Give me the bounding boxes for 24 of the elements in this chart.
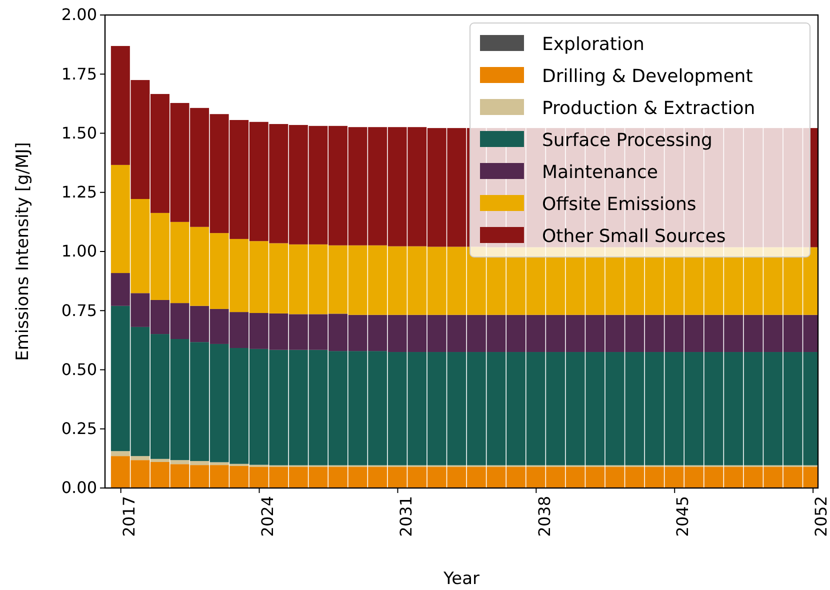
- y-tick-label: 1.00: [61, 242, 97, 261]
- y-tick-label: 1.75: [61, 64, 97, 84]
- legend-label: Other Small Sources: [542, 226, 726, 247]
- x-tick-label: 2045: [673, 496, 692, 537]
- y-tick-label: 0.00: [61, 478, 97, 498]
- legend-label: Exploration: [542, 34, 644, 55]
- x-tick-label: 2031: [396, 496, 416, 537]
- legend-label: Production & Extraction: [542, 98, 756, 119]
- legend-label: Maintenance: [542, 162, 658, 183]
- x-tick-label: 2052: [812, 496, 830, 537]
- legend-label: Offsite Emissions: [542, 194, 696, 215]
- y-tick-label: 1.25: [61, 182, 97, 202]
- y-axis-title: Emissions Intensity [g/MJ]: [13, 142, 33, 361]
- y-tick-label: 0.50: [61, 360, 97, 379]
- x-tick-label: 2024: [258, 496, 277, 537]
- y-tick-label: 1.50: [61, 123, 97, 142]
- x-tick-label: 2017: [119, 496, 138, 537]
- y-tick-label: 0.25: [61, 418, 97, 438]
- x-axis-title: Year: [442, 569, 480, 589]
- y-tick-label: 2.00: [61, 5, 97, 24]
- y-tick-label: 0.75: [61, 300, 97, 320]
- legend-label: Drilling & Development: [542, 66, 753, 87]
- x-tick-label: 2038: [534, 496, 554, 537]
- legend-label: Surface Processing: [542, 130, 712, 151]
